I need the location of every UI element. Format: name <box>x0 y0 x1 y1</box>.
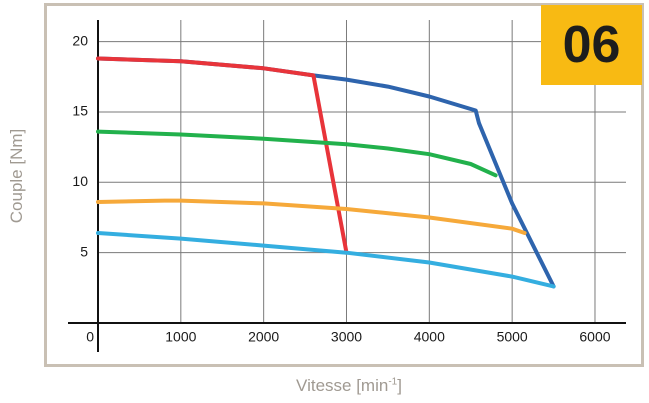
red-curve <box>98 59 347 253</box>
x-tick-label: 0 <box>86 328 94 344</box>
orange-curve <box>98 201 525 233</box>
x-tick-label: 1000 <box>165 328 196 344</box>
y-axis-label: Couple [Nm] <box>7 129 27 223</box>
x-axis-label-end: ] <box>397 376 402 395</box>
x-tick-label: 4000 <box>414 328 445 344</box>
x-axis-label-main: Vitesse [min <box>296 376 388 395</box>
cyan-curve <box>98 233 554 286</box>
x-axis-label: Vitesse [min-1] <box>296 376 402 396</box>
y-tick-label: 5 <box>80 243 88 259</box>
x-tick-label: 3000 <box>331 328 362 344</box>
green-curve <box>98 132 496 176</box>
x-tick-label: 2000 <box>248 328 279 344</box>
x-axis-label-exponent: -1 <box>388 376 397 387</box>
x-tick-label: 6000 <box>579 328 610 344</box>
figure-number-badge: 06 <box>541 5 642 85</box>
y-tick-label: 15 <box>72 103 88 119</box>
x-tick-label: 5000 <box>497 328 528 344</box>
y-tick-label: 10 <box>72 173 88 189</box>
y-tick-label: 20 <box>72 32 88 48</box>
